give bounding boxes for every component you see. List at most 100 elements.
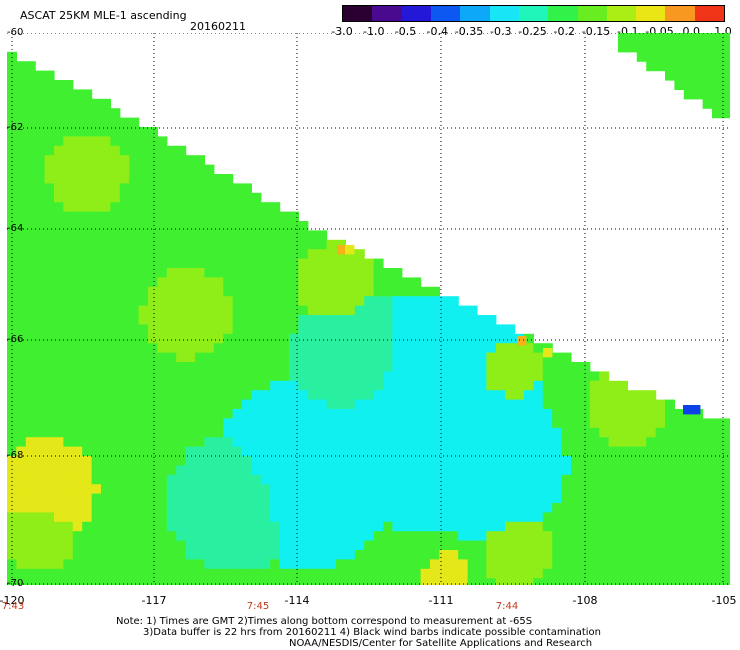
- swath-cell: [204, 437, 215, 448]
- swath-cell: [242, 399, 252, 410]
- swath-cell: [636, 474, 647, 485]
- swath-cell: [101, 202, 111, 213]
- swath-cell: [448, 315, 459, 325]
- swath-cell: [44, 474, 55, 485]
- swath-cell: [448, 352, 459, 363]
- swath-cell: [232, 399, 243, 410]
- swath-cell: [260, 512, 271, 523]
- swath-cell: [721, 418, 730, 429]
- swath-cell: [524, 503, 534, 513]
- swath-cell: [317, 418, 328, 429]
- swath-cell: [336, 409, 346, 419]
- swath-cell: [251, 409, 262, 419]
- swath-cell: [401, 550, 412, 560]
- swath-cell: [138, 230, 149, 241]
- swath-cell: [317, 456, 328, 466]
- swath-cell: [213, 268, 224, 278]
- swath-cell: [213, 211, 224, 222]
- swath-cell: [72, 333, 83, 344]
- swath-cell: [467, 521, 478, 532]
- swath-cell: [524, 343, 534, 354]
- swath-cell: [655, 51, 666, 62]
- swath-cell: [270, 249, 281, 260]
- swath-cell: [72, 145, 83, 156]
- swath-cell: [72, 352, 83, 363]
- swath-cell: [561, 493, 572, 504]
- swath-cell: [195, 174, 205, 184]
- swath-cell: [35, 568, 46, 579]
- swath-cell: [430, 550, 440, 560]
- swath-cell: [119, 437, 130, 448]
- swath-cell: [148, 531, 158, 542]
- swath-cell: [561, 352, 572, 363]
- swath-cell: [514, 446, 525, 457]
- lon-label-105: -105: [711, 594, 737, 607]
- swath-cell: [260, 531, 271, 542]
- swath-cell: [166, 296, 177, 307]
- swath-cell: [242, 371, 252, 382]
- swath-cell: [148, 296, 158, 307]
- swath-cell: [72, 531, 83, 542]
- swath-cell: [270, 474, 281, 485]
- swath-cell: [251, 296, 262, 307]
- swath-cell: [54, 559, 64, 570]
- swath-cell: [63, 221, 74, 231]
- swath-cell: [307, 305, 318, 316]
- swath-cell: [223, 568, 234, 579]
- swath-cell: [514, 380, 525, 391]
- swath-cell: [364, 268, 375, 278]
- swath-cell: [25, 117, 36, 128]
- swath-cell: [119, 305, 130, 316]
- swath-cell: [119, 362, 130, 372]
- swath-cell: [148, 211, 158, 222]
- swath-cell: [195, 324, 205, 335]
- swath-cell: [401, 418, 412, 429]
- swath-cell: [101, 117, 111, 128]
- swath-cell: [16, 202, 27, 213]
- swath-cell: [373, 277, 384, 288]
- swath-cell: [35, 474, 46, 485]
- swath-cell: [35, 249, 46, 260]
- swath-cell: [336, 315, 346, 325]
- swath-cell: [326, 380, 337, 391]
- swath-cell: [119, 521, 130, 532]
- swath-cell: [242, 493, 252, 504]
- swath-cell: [646, 33, 657, 43]
- swath-cell: [72, 127, 83, 137]
- swath-cell: [138, 155, 149, 166]
- swath-cell: [35, 136, 46, 147]
- swath-cell: [166, 474, 177, 485]
- swath-cell: [589, 493, 600, 504]
- swath-cell: [317, 409, 328, 419]
- swath-cell: [63, 277, 74, 288]
- swath-cell: [44, 371, 55, 382]
- swath-cell: [354, 277, 365, 288]
- swath-cell: [35, 446, 46, 457]
- swath-cell: [307, 249, 318, 260]
- swath-cell: [260, 540, 271, 551]
- swath-cell: [157, 277, 168, 288]
- swath-cell: [129, 474, 140, 485]
- swath-cell: [571, 362, 581, 372]
- swath-cell: [712, 51, 722, 62]
- swath-cell: [176, 521, 187, 532]
- swath-cell: [166, 183, 177, 194]
- swath-cell: [373, 559, 384, 570]
- swath-cell: [157, 192, 168, 203]
- swath-cell: [7, 474, 17, 485]
- swath-cell: [54, 540, 64, 551]
- swath-cell: [129, 333, 140, 344]
- swath-cell: [571, 380, 581, 391]
- swath-cell: [618, 540, 628, 551]
- swath-cell: [401, 390, 412, 401]
- swath-cell: [101, 371, 111, 382]
- swath-cell: [326, 512, 337, 523]
- swath-cell: [176, 286, 187, 297]
- swath-cell: [298, 578, 309, 585]
- swath-cell: [486, 380, 497, 391]
- swath-cell: [54, 333, 64, 344]
- swath-cell: [467, 446, 478, 457]
- swath-cell: [232, 418, 243, 429]
- swath-cell: [82, 230, 93, 241]
- swath-cell: [44, 409, 55, 419]
